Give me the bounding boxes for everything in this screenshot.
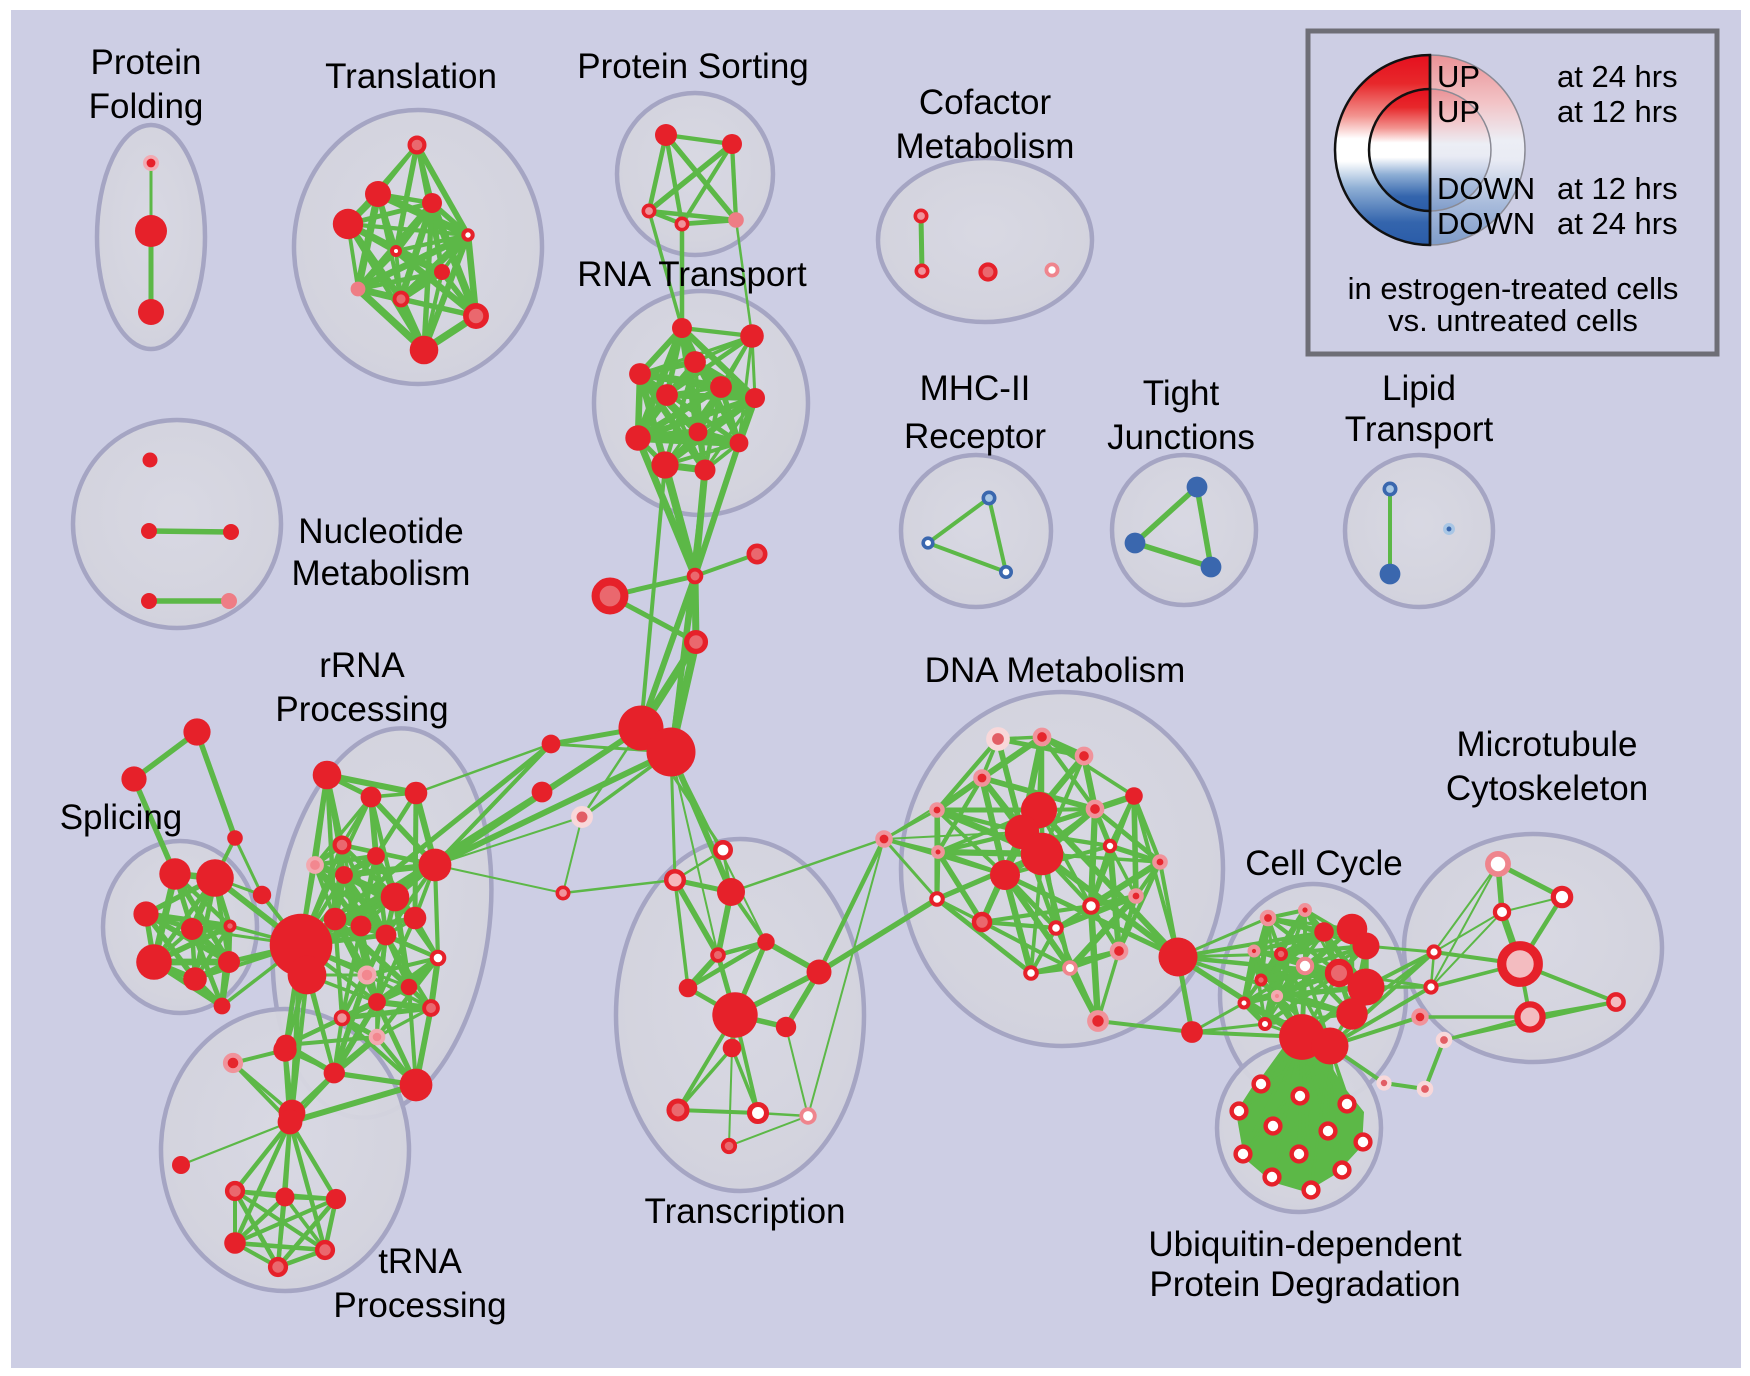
svg-text:Protein Degradation: Protein Degradation [1149, 1265, 1460, 1304]
svg-text:Folding: Folding [89, 87, 204, 126]
svg-text:Translation: Translation [325, 57, 497, 96]
svg-text:Ubiquitin-dependent: Ubiquitin-dependent [1148, 1225, 1462, 1264]
svg-text:UP: UP [1437, 94, 1480, 129]
svg-text:Metabolism: Metabolism [896, 127, 1075, 166]
svg-text:MHC-II: MHC-II [920, 369, 1031, 408]
svg-text:Cytoskeleton: Cytoskeleton [1446, 769, 1648, 808]
svg-text:Lipid: Lipid [1382, 369, 1456, 408]
svg-text:tRNA: tRNA [378, 1242, 462, 1281]
svg-text:Receptor: Receptor [904, 417, 1046, 456]
svg-text:Metabolism: Metabolism [292, 554, 471, 593]
svg-text:at 12 hrs: at 12 hrs [1557, 94, 1678, 129]
svg-text:in estrogen-treated cells: in estrogen-treated cells [1348, 271, 1679, 306]
svg-text:DOWN: DOWN [1437, 206, 1535, 241]
svg-text:Processing: Processing [275, 690, 448, 729]
svg-text:at 12 hrs: at 12 hrs [1557, 171, 1678, 206]
svg-text:Nucleotide: Nucleotide [298, 512, 463, 551]
svg-text:rRNA: rRNA [319, 646, 405, 685]
svg-text:Cofactor: Cofactor [919, 83, 1052, 122]
svg-text:Transcription: Transcription [645, 1192, 846, 1231]
svg-text:Junctions: Junctions [1107, 418, 1255, 457]
svg-text:Protein Sorting: Protein Sorting [577, 47, 809, 86]
svg-text:Transport: Transport [1345, 410, 1494, 449]
svg-text:UP: UP [1437, 59, 1480, 94]
svg-text:DOWN: DOWN [1437, 171, 1535, 206]
svg-text:at 24 hrs: at 24 hrs [1557, 206, 1678, 241]
svg-text:Splicing: Splicing [60, 798, 183, 837]
svg-text:Tight: Tight [1143, 374, 1220, 413]
svg-text:Cell Cycle: Cell Cycle [1245, 844, 1403, 883]
svg-text:Protein: Protein [91, 43, 202, 82]
svg-text:RNA Transport: RNA Transport [577, 255, 807, 294]
svg-text:at 24 hrs: at 24 hrs [1557, 59, 1678, 94]
svg-text:Microtubule: Microtubule [1457, 725, 1638, 764]
svg-text:vs. untreated cells: vs. untreated cells [1388, 303, 1638, 338]
svg-text:DNA Metabolism: DNA Metabolism [925, 651, 1186, 690]
svg-text:Processing: Processing [333, 1286, 506, 1325]
